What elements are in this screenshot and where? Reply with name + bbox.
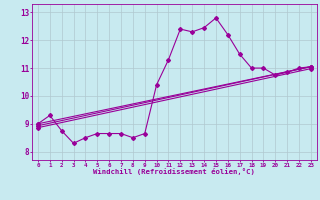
X-axis label: Windchill (Refroidissement éolien,°C): Windchill (Refroidissement éolien,°C) — [93, 168, 255, 175]
